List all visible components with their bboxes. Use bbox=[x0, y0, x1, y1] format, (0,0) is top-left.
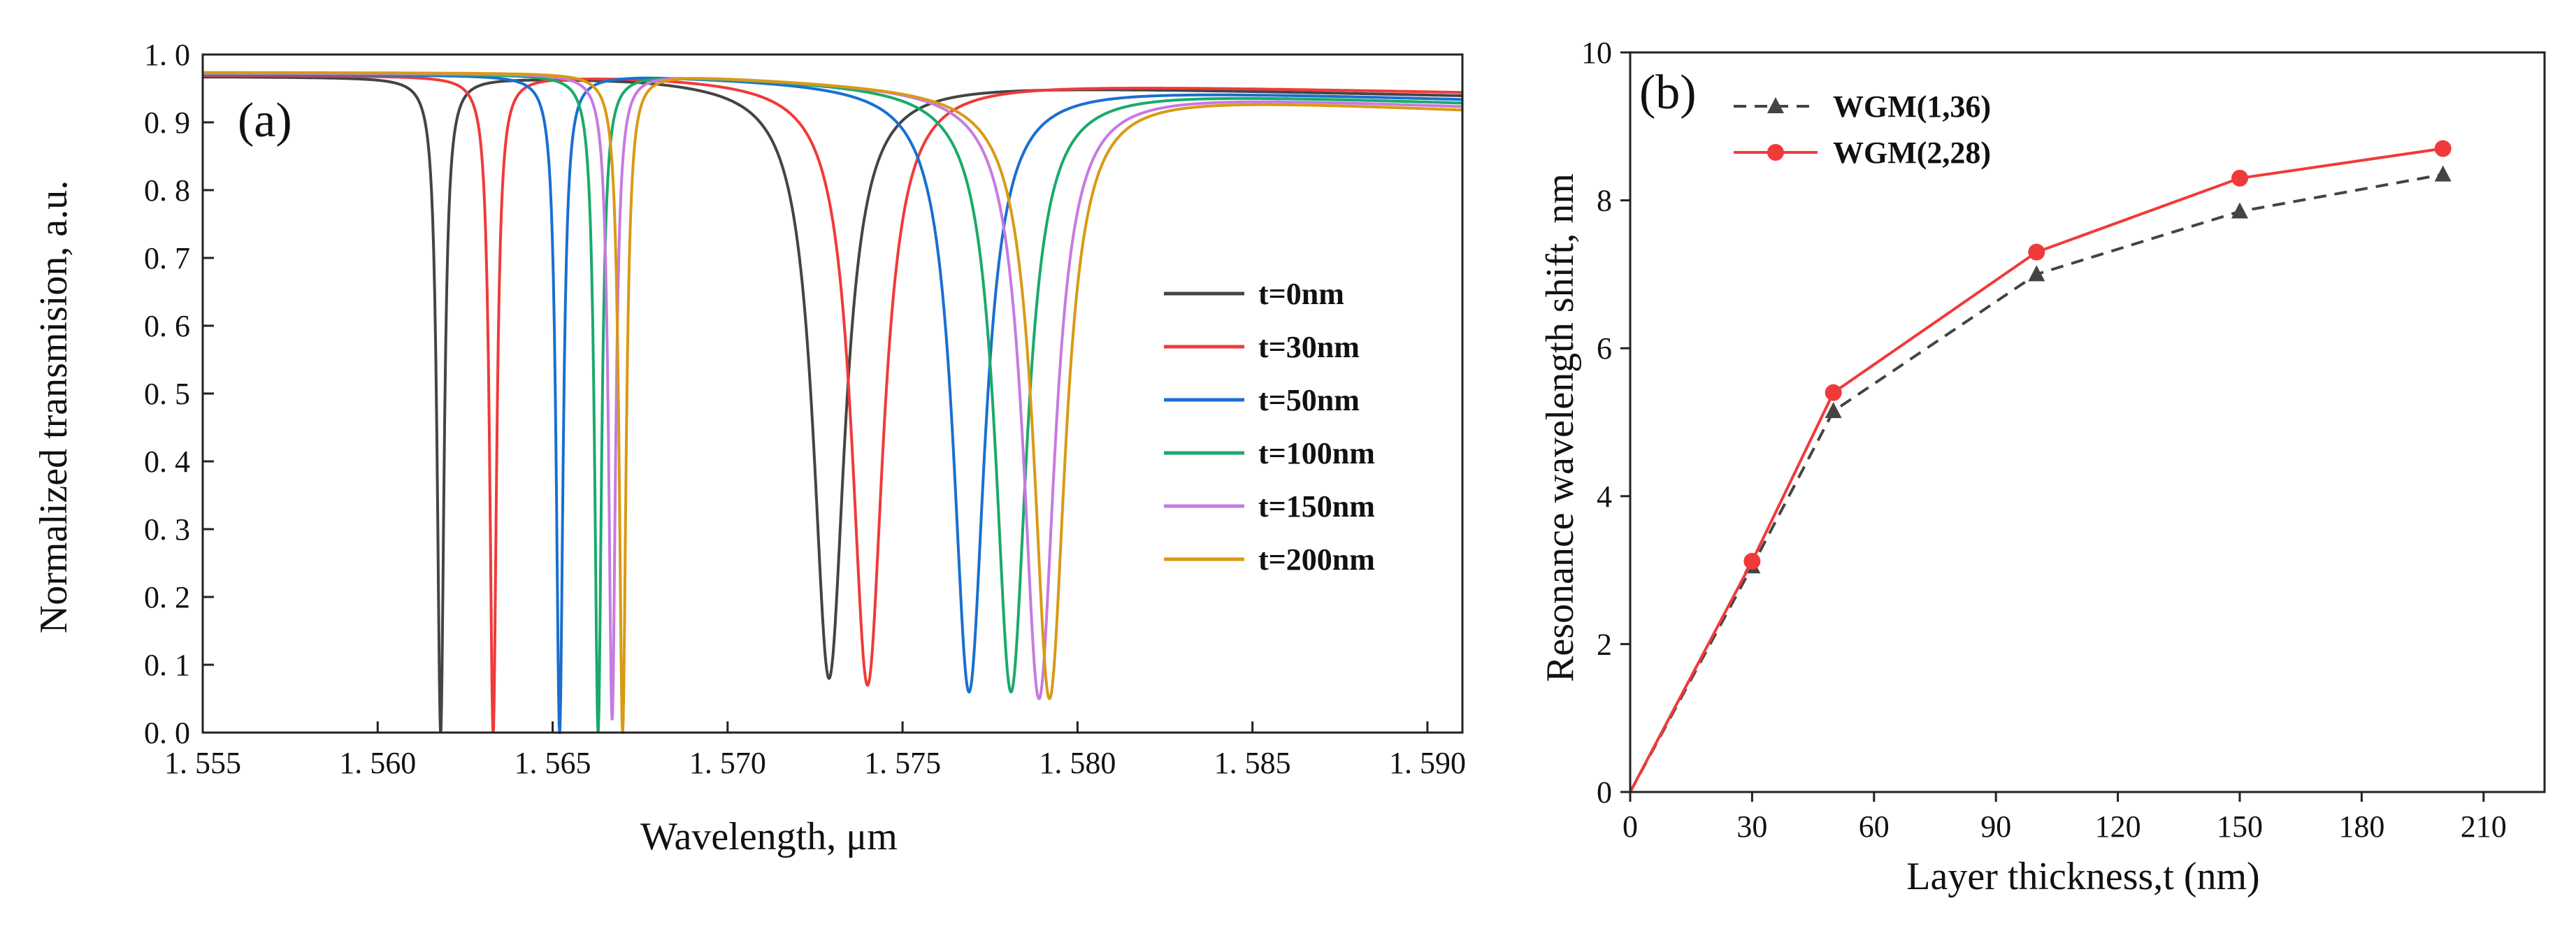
panel-b-plot-frame bbox=[1629, 51, 2546, 793]
panel-a-ytick-label: 0. 8 bbox=[144, 173, 190, 208]
panel-b-point-WGM(2,28) bbox=[2028, 243, 2045, 261]
panel-b-xtick-label: 180 bbox=[2338, 809, 2384, 844]
panel-a-ytick-label: 0. 7 bbox=[144, 241, 190, 275]
panel-a-label: (a) bbox=[238, 94, 292, 147]
panel-a-xlabel: Wavelength, μm bbox=[640, 815, 898, 858]
panel-b-ytick-label: 0 bbox=[1597, 775, 1612, 809]
panel-a-series-t=30nm bbox=[203, 74, 1463, 734]
panel-a-ytick-label: 0. 6 bbox=[144, 309, 190, 343]
panel-b-xtick-label: 90 bbox=[1980, 809, 2011, 844]
panel-b-point-WGM(2,28) bbox=[1743, 552, 1761, 570]
panel-a: Normalized transmision, a.u. Wavelength,… bbox=[32, 38, 1466, 858]
panel-a-legend-label: t=0nm bbox=[1258, 277, 1344, 311]
panel-a-legend-label: t=50nm bbox=[1258, 383, 1360, 417]
panel-b-ylabel: Resonance wavelength shift, nm bbox=[1539, 173, 1582, 682]
panel-b-point-WGM(1,36) bbox=[2434, 165, 2452, 182]
panel-a-ytick-label: 0. 0 bbox=[144, 716, 190, 750]
panel-b-ticks: 0 30 60 90 120 150 180 210 0 2 4 6 8 10 bbox=[1581, 36, 2507, 844]
panel-b-ytick-label: 4 bbox=[1597, 480, 1612, 514]
panel-b-series-WGM(1,36) bbox=[1629, 173, 2444, 793]
panel-b-ytick-label: 6 bbox=[1597, 331, 1612, 366]
panel-a-series-t=200nm bbox=[203, 71, 1463, 734]
panel-b-legend-label: WGM(2,28) bbox=[1833, 136, 1991, 170]
panel-b-legend-marker bbox=[1767, 144, 1784, 161]
panel-a-ytick-label: 0. 5 bbox=[144, 377, 190, 411]
panel-a-legend-label: t=30nm bbox=[1258, 330, 1360, 364]
panel-a-legend-label: t=100nm bbox=[1258, 436, 1375, 470]
panel-b-point-WGM(1,36) bbox=[2231, 202, 2248, 219]
panel-a-xtick-label: 1. 590 bbox=[1389, 746, 1466, 780]
panel-a-xtick-label: 1. 575 bbox=[864, 746, 941, 780]
panel-b-xlabel: Layer thickness,t (nm) bbox=[1906, 855, 2259, 898]
panel-a-ytick-label: 0. 1 bbox=[144, 648, 190, 682]
panel-b-xtick-label: 210 bbox=[2461, 809, 2507, 844]
panel-b-series-WGM(2,28) bbox=[1629, 147, 2443, 793]
panel-b-legend: WGM(1,36) WGM(2,28) bbox=[1734, 89, 1991, 170]
panel-a-ytick-label: 0. 4 bbox=[144, 445, 190, 479]
panel-a-legend-label: t=150nm bbox=[1258, 489, 1375, 524]
panel-b-xtick-label: 120 bbox=[2095, 809, 2141, 844]
panel-b-ytick-label: 2 bbox=[1597, 627, 1612, 661]
panel-b-xtick-label: 30 bbox=[1736, 809, 1767, 844]
panel-b-legend-label: WGM(1,36) bbox=[1833, 89, 1991, 124]
panel-a-ticks: 1. 555 1. 560 1. 565 1. 570 1. 575 1. 580 1. 5… bbox=[144, 38, 1466, 780]
panel-b-point-WGM(1,36) bbox=[2028, 265, 2045, 282]
panel-a-xtick-label: 1. 580 bbox=[1039, 746, 1116, 780]
panel-a-ytick-label: 1. 0 bbox=[144, 38, 190, 72]
panel-b-legend-marker bbox=[1767, 97, 1784, 113]
panel-a-ytick-label: 0. 3 bbox=[144, 512, 190, 547]
panel-b-point-WGM(1,36) bbox=[1825, 402, 1842, 419]
panel-a-series bbox=[203, 71, 1463, 735]
panel-b-xtick-label: 150 bbox=[2217, 809, 2263, 844]
panel-a-legend-label: t=200nm bbox=[1258, 542, 1375, 577]
panel-a-xtick-label: 1. 585 bbox=[1214, 746, 1291, 780]
panel-b-point-WGM(2,28) bbox=[1825, 384, 1842, 401]
panel-a-xtick-label: 1. 570 bbox=[689, 746, 766, 780]
panel-b-series bbox=[1629, 140, 2452, 793]
panel-a-xtick-label: 1. 555 bbox=[164, 746, 241, 780]
panel-a-ytick-label: 0. 9 bbox=[144, 106, 190, 140]
panel-a-legend: t=0nm t=30nm t=50nm t=100nm t=150nm t=200nm bbox=[1164, 277, 1375, 577]
panel-a-ytick-label: 0. 2 bbox=[144, 580, 190, 614]
panel-b-label: (b) bbox=[1639, 66, 1697, 120]
panel-b: Resonance wavelength shift, nm Layer thi… bbox=[1539, 36, 2546, 898]
panel-b-xtick-label: 0 bbox=[1622, 809, 1638, 844]
panel-b-point-WGM(2,28) bbox=[2231, 169, 2248, 187]
panel-b-ytick-label: 10 bbox=[1581, 36, 1612, 70]
panel-a-plot-frame bbox=[201, 53, 1464, 734]
panel-b-ytick-label: 8 bbox=[1597, 184, 1612, 218]
panel-a-xtick-label: 1. 565 bbox=[515, 746, 591, 780]
panel-b-point-WGM(2,28) bbox=[2434, 140, 2452, 157]
panel-a-xtick-label: 1. 560 bbox=[339, 746, 416, 780]
panel-b-xtick-label: 60 bbox=[1859, 809, 1890, 844]
panel-a-series-t=0nm bbox=[203, 75, 1462, 733]
panel-a-ylabel: Normalized transmision, a.u. bbox=[32, 180, 75, 634]
